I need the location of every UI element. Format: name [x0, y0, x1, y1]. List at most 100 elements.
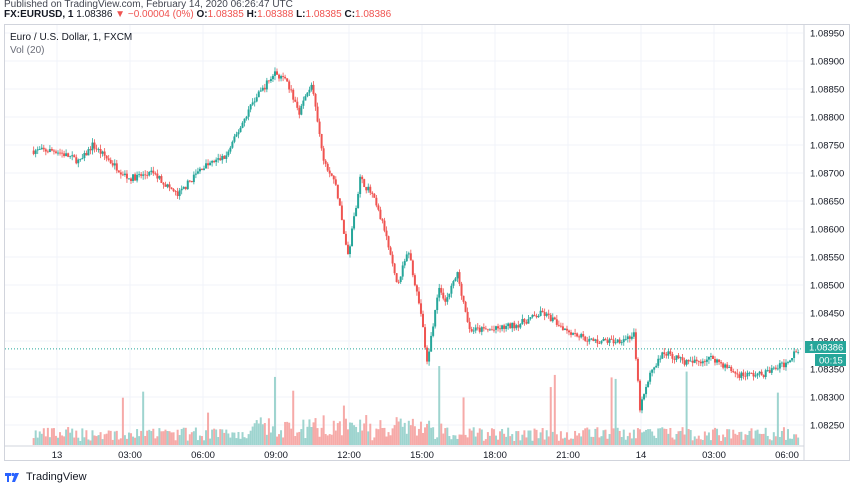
candle-body: [622, 339, 625, 343]
candle-body: [63, 153, 66, 157]
volume-bar: [685, 371, 688, 445]
volume-bar: [369, 423, 372, 445]
volume-bar: [349, 422, 351, 445]
time-axis[interactable]: 13 03:00 06:00 09:00 12:00 15:00 18:00 21:00 14 0…: [52, 450, 799, 461]
low-label: L:: [296, 9, 306, 20]
volume-bar: [334, 430, 337, 445]
volume-bar: [482, 440, 485, 445]
volume-bar: [667, 433, 670, 445]
volume-bar: [338, 421, 341, 445]
candle-body: [276, 71, 278, 75]
candle-body: [253, 101, 256, 103]
volume-bar: [515, 431, 518, 445]
volume-bar: [486, 432, 489, 445]
volume-bar: [267, 418, 270, 445]
volume-bar: [490, 428, 493, 445]
candle-body: [280, 76, 283, 79]
volume-bar: [697, 435, 700, 445]
candle-body: [752, 373, 755, 377]
candle-body: [334, 179, 337, 185]
candle-body: [736, 373, 739, 375]
volume-bar: [653, 435, 656, 445]
volume-bar: [480, 429, 483, 445]
volume-bar: [709, 440, 712, 445]
candle-body: [454, 278, 457, 282]
volume-bar: [61, 435, 64, 445]
volume-bar: [316, 428, 319, 445]
candle-body: [519, 323, 522, 328]
volume-bar: [711, 429, 714, 445]
candle-body: [490, 329, 493, 331]
candle-body: [778, 363, 781, 369]
legend-title[interactable]: Euro / U.S. Dollar, 1, FXCM: [10, 32, 133, 43]
candle-body: [527, 318, 530, 324]
volume-bar: [152, 428, 155, 445]
candle-body: [549, 314, 552, 322]
price-badge-bg: [805, 341, 846, 353]
candle-body: [397, 281, 400, 283]
volume-bar: [355, 426, 358, 445]
volume-bar: [69, 432, 72, 445]
volume-bar: [182, 427, 185, 445]
chart-frame[interactable]: [4, 24, 850, 461]
candle-body: [103, 151, 106, 156]
volume-bar: [231, 432, 234, 445]
candle-body: [369, 186, 372, 193]
candle-body: [320, 133, 323, 149]
volume-bar: [87, 439, 90, 445]
price-axis[interactable]: 1.08950 1.08900 1.08850 1.08800 1.08750 1.087…: [810, 29, 844, 432]
candle-body: [255, 97, 258, 102]
volume-bar: [32, 438, 35, 445]
candle-body: [770, 368, 773, 373]
volume-bar: [99, 432, 102, 445]
volume-bar: [442, 433, 445, 445]
legend-volume[interactable]: Vol (20): [10, 45, 45, 56]
volume-bar: [657, 428, 660, 445]
candle-body: [170, 187, 173, 190]
volume-bar: [440, 423, 443, 445]
candle-body: [351, 228, 354, 247]
candle-body: [651, 369, 654, 373]
volume-bar: [77, 437, 80, 445]
volume-bar: [681, 427, 684, 445]
volume-bar: [306, 426, 309, 445]
symbol-label[interactable]: FX:EURUSD, 1: [4, 9, 74, 20]
candle-body: [326, 163, 329, 171]
candle-body: [113, 163, 116, 166]
candle-body: [734, 372, 737, 374]
tradingview-footer[interactable]: TradingView: [4, 470, 87, 484]
volume-bar: [707, 432, 710, 445]
volume-bar: [511, 434, 514, 445]
candle-body: [409, 253, 412, 261]
volume-bar: [782, 427, 785, 445]
candle-body: [450, 285, 453, 294]
volume-bar: [180, 428, 183, 445]
volume-bar: [403, 422, 406, 445]
volume-bar: [740, 431, 743, 445]
candle-body: [787, 362, 789, 363]
candle-body: [180, 188, 183, 191]
volume-bar: [71, 428, 74, 445]
volume-bar: [65, 429, 68, 445]
candle-body: [336, 184, 339, 199]
volume-bar: [117, 439, 120, 445]
candle-body: [223, 155, 226, 159]
candle-body: [184, 186, 187, 190]
volume-bar: [634, 438, 637, 445]
volume-bar: [158, 428, 161, 445]
volume-bar: [699, 439, 702, 445]
volume-bar: [778, 437, 781, 445]
volume-bar: [683, 434, 686, 445]
candle-body: [492, 329, 495, 331]
volume-bar: [247, 434, 250, 445]
candle-body: [701, 361, 704, 364]
candle-body: [462, 295, 465, 302]
volume-bar: [756, 429, 759, 445]
volume-bar: [318, 436, 321, 445]
volume-bar: [438, 366, 441, 445]
volume-bar: [67, 427, 70, 445]
candle-body: [551, 317, 554, 322]
price-change: −0.00004 (0%): [127, 9, 194, 20]
volume-bar: [541, 428, 544, 445]
